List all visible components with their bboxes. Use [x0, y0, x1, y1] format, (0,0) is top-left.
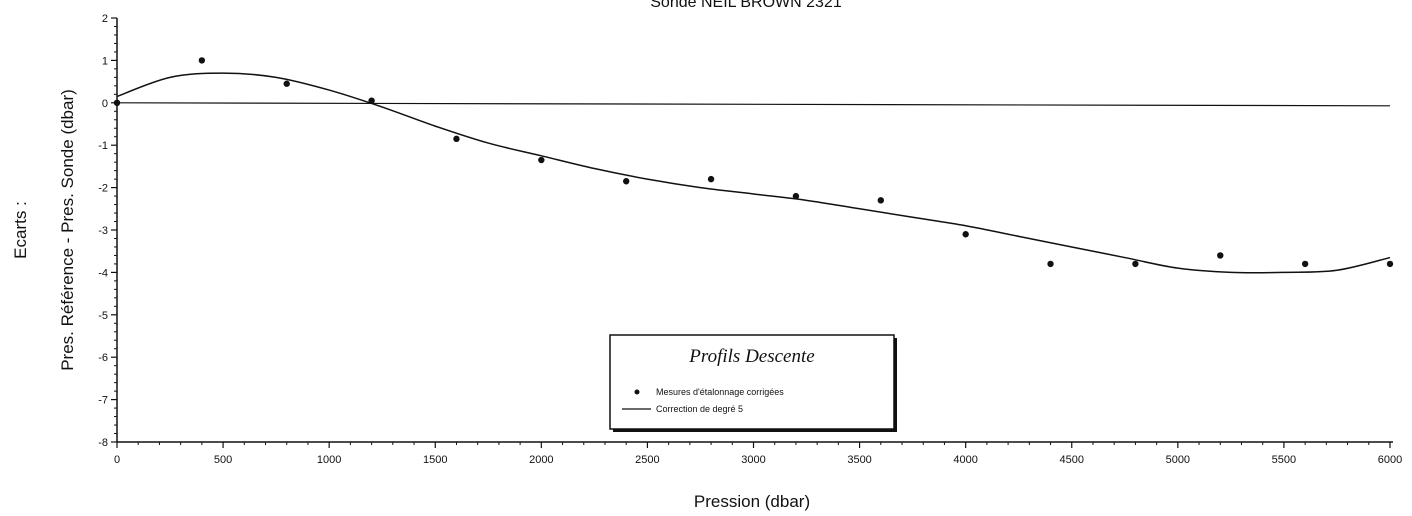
data-point — [453, 135, 460, 143]
data-point — [1301, 260, 1309, 268]
x-tick-label: 6000 — [1378, 454, 1402, 466]
legend-entry-points: Mesures d'étalonnage corrigées — [656, 387, 784, 397]
data-point — [538, 156, 545, 164]
y-tick-label: 1 — [102, 55, 108, 67]
x-tick-label: 3000 — [741, 454, 765, 466]
y-axis-label-line2: Pres. Référence - Pres. Sonde (dbar) — [58, 89, 77, 371]
data-point — [283, 80, 290, 87]
y-tick-label: -8 — [98, 437, 108, 449]
x-tick-label: 4000 — [953, 454, 977, 466]
x-tick-label: 5000 — [1166, 454, 1190, 466]
x-tick-label: 1000 — [317, 454, 341, 466]
data-point — [962, 231, 969, 238]
data-point — [368, 97, 375, 104]
x-tick-label: 0 — [114, 454, 120, 466]
series-points-mesures — [113, 57, 1394, 268]
chart-title: Sonde NEIL BROWN 2321 — [650, 0, 842, 11]
y-ticks: 2 1 0 -1 -2 -3 -4 -5 -6 -7 -8 — [98, 13, 117, 449]
x-ticks: 0 500 1000 1500 2000 2500 3000 3500 4000 4500 5000… — [114, 442, 1402, 466]
x-tick-label: 500 — [214, 454, 232, 466]
x-tick-label: 4500 — [1060, 454, 1084, 466]
y-tick-label: 2 — [102, 13, 108, 25]
x-tick-label: 2000 — [529, 454, 553, 466]
y-tick-label: -2 — [98, 183, 108, 195]
data-point — [1047, 260, 1054, 268]
x-axis-label: Pression (dbar) — [694, 492, 810, 511]
y-tick-label: -3 — [98, 225, 108, 237]
zero-reference-line — [116, 102, 1391, 107]
y-tick-label: -4 — [98, 267, 108, 279]
x-tick-label: 3500 — [847, 454, 871, 466]
axes: 0 500 1000 1500 2000 2500 3000 3500 4000 4500 5000… — [98, 13, 1402, 466]
data-point — [198, 57, 206, 64]
x-tick-label: 1500 — [423, 454, 447, 466]
y-tick-label: -6 — [98, 352, 108, 364]
data-point — [1217, 252, 1224, 259]
y-axis-label-line1: Ecarts : — [11, 201, 30, 259]
data-point — [113, 99, 121, 107]
y-tick-label: -7 — [98, 395, 108, 407]
series-line-correction-degre-5 — [116, 72, 1391, 274]
data-point — [792, 192, 800, 200]
legend-marker-points — [634, 389, 640, 395]
y-tick-label: 0 — [102, 98, 108, 110]
x-tick-label: 2500 — [635, 454, 659, 466]
legend-title: Profils Descente — [688, 346, 814, 367]
data-point — [1132, 260, 1139, 268]
y-tick-label: -1 — [98, 140, 108, 152]
legend-box — [609, 334, 895, 430]
legend: Profils Descente Mesures d'étalonnage co… — [609, 334, 897, 432]
y-tick-label: -5 — [98, 310, 108, 322]
legend-entry-line: Correction de degré 5 — [656, 404, 743, 414]
data-point — [1386, 260, 1394, 268]
x-tick-label: 5500 — [1272, 454, 1296, 466]
data-point — [707, 175, 715, 183]
data-point — [623, 178, 630, 185]
data-point — [877, 197, 884, 204]
